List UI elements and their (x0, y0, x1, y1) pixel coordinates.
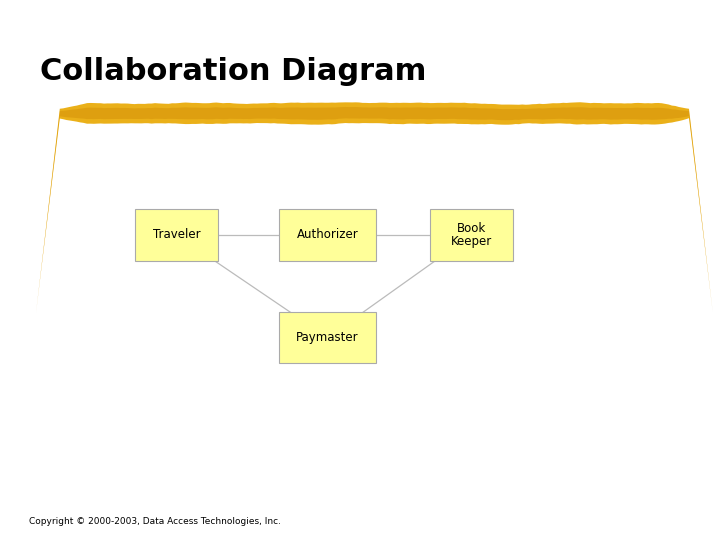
Text: Paymaster: Paymaster (297, 331, 359, 344)
Text: Keeper: Keeper (451, 235, 492, 248)
Text: Collaboration Diagram: Collaboration Diagram (40, 57, 426, 86)
Polygon shape (36, 102, 713, 313)
FancyBboxPatch shape (431, 210, 513, 261)
Polygon shape (36, 107, 713, 313)
Text: Traveler: Traveler (153, 228, 200, 241)
FancyBboxPatch shape (135, 210, 217, 261)
FancyBboxPatch shape (279, 210, 376, 261)
Text: Book: Book (457, 222, 486, 235)
Text: Authorizer: Authorizer (297, 228, 359, 241)
FancyBboxPatch shape (279, 312, 376, 363)
Text: Copyright © 2000-2003, Data Access Technologies, Inc.: Copyright © 2000-2003, Data Access Techn… (29, 517, 281, 526)
